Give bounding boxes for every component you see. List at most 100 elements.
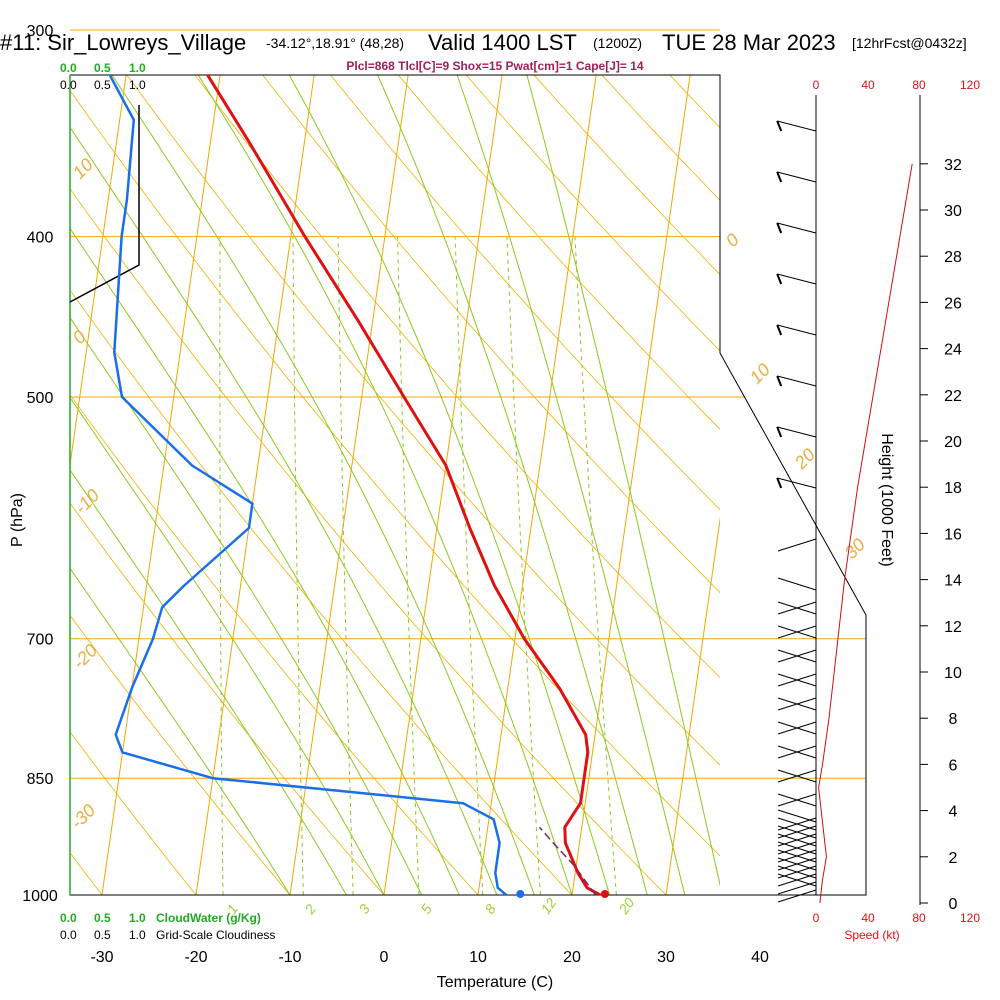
mixing-ratio-label: 5	[417, 901, 435, 917]
pressure-label: 400	[27, 230, 54, 247]
bottom-cl-label: Grid-Scale Cloudiness	[156, 928, 275, 942]
mixing-ratio-lines	[219, 236, 617, 895]
bottom-cw-label: CloudWater (g/Kg)	[156, 911, 261, 925]
surface-temperature-dot	[600, 890, 609, 898]
pressure-label: 1000	[22, 888, 58, 905]
moist-adiabat-line	[456, 75, 686, 895]
moist-adiabat-line	[70, 126, 498, 895]
temperature-line	[205, 75, 601, 895]
dry-adiabat-line	[397, 75, 720, 430]
wind-barb	[777, 825, 817, 839]
cloudiness-profile	[69, 105, 140, 303]
isotherm-label: 0	[722, 230, 743, 251]
wind-speed-line	[818, 163, 913, 904]
bottom-cw-tick-1: 0.5	[94, 911, 111, 925]
wind-barb	[777, 477, 817, 489]
top-speed-tick-0: 0	[813, 78, 820, 92]
dry-adiabat-line	[669, 75, 720, 129]
wind-barb	[777, 849, 817, 863]
height-label: 18	[944, 480, 962, 497]
height-label: 10	[944, 665, 962, 682]
top-cw-tick-0: 0.0	[60, 61, 77, 75]
pressure-label: 500	[27, 390, 54, 407]
wind-barb-flag	[776, 171, 783, 183]
isotherm-line	[571, 75, 691, 895]
mixing-ratio-line	[219, 236, 224, 895]
isotherm-line	[665, 516, 720, 895]
wind-barb	[777, 625, 817, 639]
temperature-tick: 20	[563, 949, 581, 966]
dry-adiabat-line	[735, 0, 1000, 930]
wind-barb-flag	[776, 324, 783, 336]
bottom-cl-tick-0: 0.0	[60, 928, 77, 942]
bottom-speed-tick-2: 80	[912, 911, 926, 925]
wind-barb-flag	[776, 426, 783, 438]
dry-adiabat-line	[70, 394, 479, 895]
wind-barb	[777, 120, 817, 132]
height-label: 32	[944, 157, 962, 174]
bottom-cw-tick-2: 1.0	[129, 911, 146, 925]
wind-barb	[777, 833, 817, 847]
isotherm-label: 0	[69, 327, 90, 348]
wind-barb	[777, 222, 817, 234]
wind-barb	[777, 538, 817, 552]
height-label: 6	[949, 757, 958, 774]
top-speed-tick-3: 120	[960, 78, 980, 92]
forecast-issue: [12hrFcst@0432z]	[852, 35, 967, 51]
pressure-lines	[70, 29, 866, 896]
wind-barb-flag	[776, 273, 783, 285]
top-speed-tick-1: 40	[861, 78, 875, 92]
temperature-tick: -10	[278, 949, 301, 966]
temperature-tick: 30	[657, 949, 675, 966]
moist-adiabat-line	[526, 75, 720, 887]
mixing-ratio-label: 12	[537, 895, 559, 917]
temperature-axis-title: Temperature (C)	[437, 974, 553, 991]
height-label: 22	[944, 388, 962, 405]
isotherm-label: 30	[841, 535, 869, 563]
moist-adiabat-line	[70, 469, 347, 895]
height-label: 20	[944, 434, 962, 451]
moist-adiabat-line	[377, 75, 648, 895]
isotherm-line	[477, 75, 597, 895]
height-label: 4	[949, 804, 958, 821]
bottom-speed-scale: 0 40 80 120 Speed (kt)	[813, 911, 981, 942]
dry-adiabat-line	[533, 75, 720, 276]
isotherm-line	[289, 75, 409, 895]
wind-barb	[777, 171, 817, 183]
height-label: 2	[949, 850, 958, 867]
height-label: 16	[944, 526, 962, 543]
dry-adiabat-line	[126, 75, 720, 766]
surface-parcel-line	[538, 826, 597, 895]
sounding-series	[108, 75, 601, 895]
height-label: 12	[944, 619, 962, 636]
top-cloudiness-scale: 0.0 0.5 1.0	[60, 78, 146, 92]
wind-barb	[777, 375, 817, 387]
mixing-ratio-label: 3	[355, 901, 373, 917]
top-cl-tick-2: 1.0	[129, 78, 146, 92]
stability-indices: Plcl=868 Tlcl[C]=9 Shox=15 Pwat[cm]=1 Ca…	[346, 59, 643, 73]
top-cw-tick-1: 0.5	[94, 61, 111, 75]
dewpoint-line	[108, 75, 508, 895]
surface-markers	[516, 890, 609, 898]
temperature-tick: 40	[751, 949, 769, 966]
height-axis-title: Height (1000 Feet)	[878, 433, 895, 566]
dry-adiabat-line	[601, 75, 720, 201]
bottom-speed-tick-0: 0	[813, 911, 820, 925]
wind-barb	[777, 745, 817, 759]
wind-barb	[777, 865, 817, 879]
height-label: 24	[944, 342, 962, 359]
station-coords: -34.12°,18.91° (48,28)	[266, 35, 404, 51]
isotherm-label: 10	[746, 360, 774, 388]
dry-adiabat-line	[70, 289, 573, 895]
isotherm-labels: 10 0 -10 -20 -30 0 10 20 30	[67, 155, 869, 833]
moist-adiabat-line	[70, 316, 423, 895]
wind-barb	[777, 721, 817, 735]
top-cw-tick-2: 1.0	[129, 61, 146, 75]
temperature-ticks: -30 -20 -10 0 10 20 30 40	[90, 949, 769, 966]
wind-barb	[777, 873, 817, 887]
valid-time: Valid 1400 LST	[428, 30, 577, 55]
temperature-tick: -30	[90, 949, 113, 966]
isotherm-line	[70, 75, 127, 469]
isotherm-label: 20	[790, 445, 819, 474]
mixing-ratio-line	[292, 236, 304, 895]
